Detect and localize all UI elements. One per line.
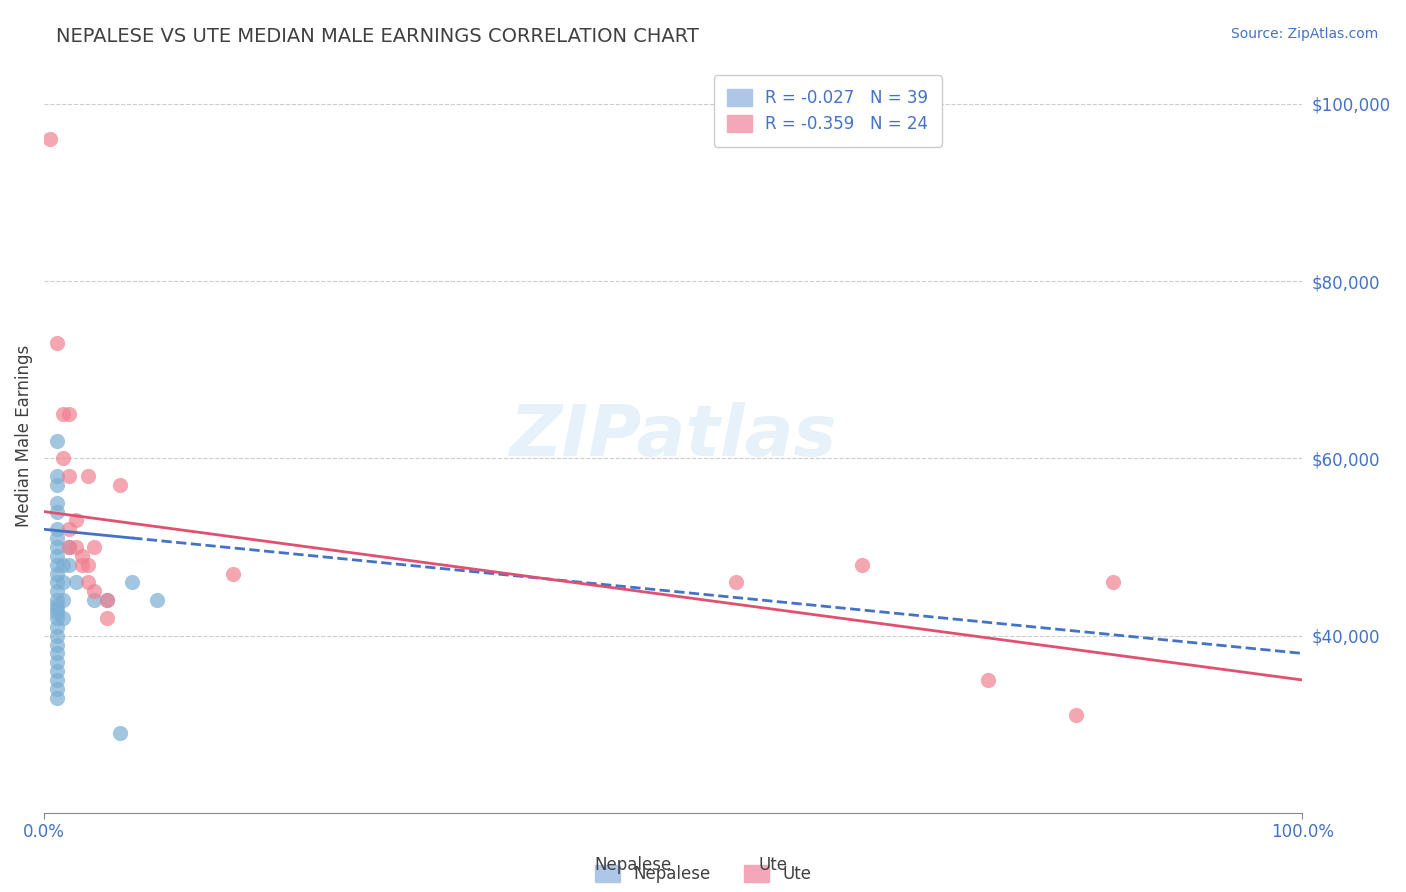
- Point: [45, 664, 67, 678]
- Point: [45, 566, 67, 581]
- Point: [58, 540, 80, 554]
- Point: [45, 469, 67, 483]
- Point: [45, 655, 67, 669]
- Point: [45, 598, 67, 612]
- Point: [96, 593, 118, 607]
- Point: [45, 646, 67, 660]
- Point: [65, 513, 87, 527]
- Point: [52, 558, 75, 572]
- Point: [65, 575, 87, 590]
- Point: [976, 673, 998, 687]
- Point: [52, 575, 75, 590]
- Point: [58, 407, 80, 421]
- Point: [77, 558, 100, 572]
- Point: [96, 611, 118, 625]
- Point: [724, 575, 747, 590]
- Point: [45, 434, 67, 448]
- Point: [58, 558, 80, 572]
- Point: [45, 575, 67, 590]
- Point: [45, 505, 67, 519]
- Point: [45, 549, 67, 563]
- Point: [45, 607, 67, 621]
- Point: [45, 496, 67, 510]
- Point: [58, 469, 80, 483]
- Point: [58, 522, 80, 536]
- Point: [45, 690, 67, 705]
- Point: [39, 132, 62, 146]
- Point: [52, 407, 75, 421]
- Point: [45, 629, 67, 643]
- Point: [45, 611, 67, 625]
- Text: ZIPatlas: ZIPatlas: [509, 401, 837, 471]
- Text: NEPALESE VS UTE MEDIAN MALE EARNINGS CORRELATION CHART: NEPALESE VS UTE MEDIAN MALE EARNINGS COR…: [56, 27, 699, 45]
- Text: Nepalese: Nepalese: [595, 856, 671, 874]
- Point: [52, 611, 75, 625]
- Point: [45, 522, 67, 536]
- Point: [52, 451, 75, 466]
- Point: [45, 673, 67, 687]
- Point: [83, 593, 105, 607]
- Point: [45, 336, 67, 351]
- Point: [45, 584, 67, 599]
- Point: [108, 726, 131, 740]
- Point: [1064, 708, 1087, 723]
- Point: [96, 593, 118, 607]
- Point: [45, 540, 67, 554]
- Point: [45, 478, 67, 492]
- Point: [45, 638, 67, 652]
- Point: [851, 558, 873, 572]
- Point: [45, 558, 67, 572]
- Point: [83, 540, 105, 554]
- Point: [77, 575, 100, 590]
- Point: [70, 558, 93, 572]
- Point: [1102, 575, 1125, 590]
- Text: Ute: Ute: [759, 856, 787, 874]
- Point: [222, 566, 245, 581]
- Point: [70, 549, 93, 563]
- Point: [58, 540, 80, 554]
- Text: Source: ZipAtlas.com: Source: ZipAtlas.com: [1230, 27, 1378, 41]
- Point: [45, 602, 67, 616]
- Point: [45, 531, 67, 545]
- Point: [77, 469, 100, 483]
- Legend: R = -0.027   N = 39, R = -0.359   N = 24: R = -0.027 N = 39, R = -0.359 N = 24: [714, 76, 942, 147]
- Point: [146, 593, 169, 607]
- Point: [45, 681, 67, 696]
- Point: [121, 575, 143, 590]
- Y-axis label: Median Male Earnings: Median Male Earnings: [15, 345, 32, 527]
- Point: [52, 593, 75, 607]
- Point: [108, 478, 131, 492]
- Point: [45, 593, 67, 607]
- Point: [65, 540, 87, 554]
- Point: [83, 584, 105, 599]
- Point: [45, 620, 67, 634]
- Legend: Nepalese, Ute: Nepalese, Ute: [588, 858, 818, 890]
